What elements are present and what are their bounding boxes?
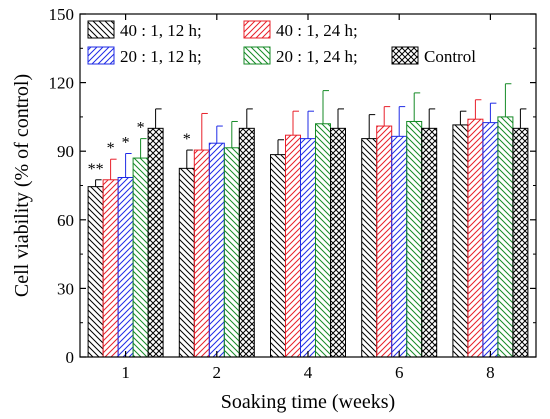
bar-control-week-2 — [238, 127, 255, 358]
legend-swatch-40-1-12-h — [87, 20, 115, 39]
bar-20-1-12-h-week-8 — [482, 122, 499, 358]
significance-marker-20-1-12-h-week-1: * — [122, 134, 130, 151]
significance-marker-40-1-12-h-week-1: ** — [88, 161, 104, 178]
bar-control-week-8 — [512, 127, 529, 358]
y-tick-label-60: 60 — [57, 211, 74, 230]
error-bars-layer — [95, 83, 527, 187]
bar-20-1-24-h-week-1 — [132, 157, 149, 358]
bar-20-1-24-h-week-6 — [406, 120, 423, 358]
legend: 40 : 1, 12 h; 40 : 1, 24 h; 20 : 1, 12 h; 2… — [87, 20, 476, 66]
bar-40-1-12-h-week-4 — [270, 154, 286, 358]
bar-20-1-24-h-week-8 — [497, 116, 514, 358]
legend-label-40-1-12-h: 40 : 1, 12 h; — [120, 21, 202, 40]
y-axis: 0 30 60 90 120 150 — [49, 5, 536, 367]
legend-swatch-20-1-24-h — [243, 46, 271, 65]
bar-40-1-12-h-week-8 — [452, 124, 469, 358]
legend-swatch-20-1-12-h — [87, 46, 115, 65]
x-tick-label-2: 2 — [213, 363, 222, 382]
y-tick-label-30: 30 — [57, 279, 74, 298]
bar-40-1-24-h-week-1 — [102, 179, 119, 358]
significance-marker-40-1-12-h-week-2: * — [183, 131, 191, 148]
x-tick-label-4: 4 — [304, 363, 313, 382]
y-tick-label-120: 120 — [49, 74, 75, 93]
x-tick-label-8: 8 — [486, 363, 495, 382]
x-axis: 1 2 4 6 8 — [121, 14, 495, 382]
significance-marker-40-1-24-h-week-1: * — [107, 140, 115, 157]
bar-20-1-24-h-week-2 — [223, 147, 240, 358]
significance-markers-layer: **** ** — [88, 120, 191, 178]
bar-40-1-24-h-week-6 — [376, 125, 393, 358]
bar-40-1-24-h-week-2 — [193, 149, 210, 358]
legend-swatch-control — [391, 46, 419, 65]
bar-20-1-12-h-week-4 — [300, 138, 316, 358]
bar-40-1-12-h-week-2 — [178, 167, 195, 358]
y-tick-label-90: 90 — [57, 142, 74, 161]
bar-control-week-4 — [330, 127, 346, 358]
y-tick-label-0: 0 — [66, 348, 75, 367]
x-axis-title: Soaking time (weeks) — [221, 391, 395, 413]
bar-control-week-1 — [147, 127, 164, 358]
y-tick-label-150: 150 — [49, 5, 75, 24]
bar-control-week-6 — [421, 127, 438, 358]
bar-20-1-12-h-week-6 — [391, 135, 408, 358]
legend-label-20-1-12-h: 20 : 1, 12 h; — [120, 47, 202, 66]
legend-label-40-1-24-h: 40 : 1, 24 h; — [276, 21, 358, 40]
x-tick-label-1: 1 — [121, 363, 130, 382]
bar-40-1-12-h-week-6 — [361, 138, 378, 358]
y-axis-title: Cell viability (% of control) — [11, 74, 33, 297]
bar-40-1-24-h-week-4 — [285, 134, 301, 358]
bars-layer — [87, 116, 529, 358]
bar-40-1-24-h-week-8 — [467, 118, 484, 358]
significance-marker-20-1-24-h-week-1: * — [137, 120, 145, 137]
bar-20-1-12-h-week-2 — [208, 142, 225, 358]
legend-label-20-1-24-h: 20 : 1, 24 h; — [276, 47, 358, 66]
bar-20-1-12-h-week-1 — [117, 176, 134, 358]
legend-swatch-40-1-24-h — [243, 20, 271, 39]
legend-label-control: Control — [424, 47, 476, 66]
bar-40-1-12-h-week-1 — [87, 186, 104, 358]
bar-20-1-24-h-week-4 — [315, 123, 331, 358]
x-tick-label-6: 6 — [395, 363, 404, 382]
